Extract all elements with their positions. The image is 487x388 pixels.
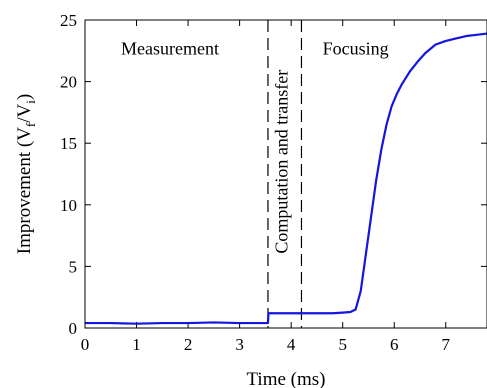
plot-frame: [84, 19, 487, 329]
y-tick-label: 5: [69, 257, 78, 276]
y-tick-label: 10: [60, 196, 77, 215]
x-tick-label: 6: [390, 335, 399, 354]
annotations-layer: Measurement Computation and transfer Focus…: [121, 38, 389, 253]
x-tick-label: 5: [338, 335, 347, 354]
y-axis-label-main: Improvement (V: [14, 127, 35, 254]
x-tick-label: 0: [81, 335, 90, 354]
phase-dividers: [267, 20, 303, 328]
x-tick-label: 4: [287, 335, 296, 354]
y-axis-label-sub-i: i: [23, 100, 38, 104]
annotation-label: Focusing: [323, 38, 389, 58]
x-axis-label: Time (ms): [246, 369, 325, 388]
series-layer: [85, 32, 487, 325]
y-tick-label: 0: [69, 319, 78, 338]
y-axis-label: Improvement (Vf/Vi): [14, 94, 38, 254]
annotation-label: Measurement: [121, 38, 219, 58]
x-tick-label: 3: [235, 335, 244, 354]
x-tick-label: 1: [132, 335, 141, 354]
annotation-label: Computation and transfer: [272, 70, 292, 254]
x-tick-label: 2: [184, 335, 193, 354]
y-tick-label: 20: [60, 73, 77, 92]
y-axis-label-sub-f: f: [23, 122, 38, 127]
y-tick-label: 25: [60, 11, 77, 30]
series-line: [85, 32, 487, 325]
y-tick-label: 15: [60, 134, 77, 153]
labels-layer: 0 1 2 3 4 5 6 7 0 5 10 15 20 25: [60, 11, 451, 354]
y-axis-label-end: ): [14, 94, 35, 100]
x-tick-label: 7: [442, 335, 451, 354]
y-axis-label-mid: /V: [14, 103, 35, 122]
